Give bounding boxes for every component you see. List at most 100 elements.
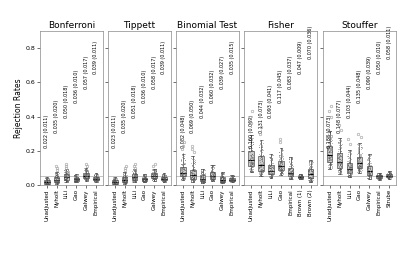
Point xyxy=(140,173,146,177)
Point xyxy=(191,178,198,182)
Point xyxy=(308,171,315,176)
Point xyxy=(140,176,146,180)
Point xyxy=(209,178,216,182)
Point xyxy=(123,178,129,182)
Point xyxy=(191,177,198,181)
Point xyxy=(364,161,370,166)
Point xyxy=(72,173,78,178)
Point xyxy=(247,161,254,165)
Point xyxy=(277,163,283,167)
Point xyxy=(82,167,88,171)
Point xyxy=(279,167,285,171)
Point xyxy=(256,139,263,143)
Point xyxy=(295,176,302,180)
Point xyxy=(385,175,391,179)
Point xyxy=(289,173,296,178)
Point xyxy=(46,176,52,180)
Point xyxy=(231,179,237,183)
Point xyxy=(75,173,82,177)
Point xyxy=(268,160,274,164)
Point xyxy=(221,180,227,184)
Point xyxy=(348,173,354,177)
Point xyxy=(211,166,217,170)
Point xyxy=(346,168,353,172)
Point xyxy=(130,177,136,181)
Point xyxy=(189,173,195,177)
Point xyxy=(93,174,99,178)
Point xyxy=(328,143,334,147)
Point xyxy=(377,171,384,176)
Point xyxy=(367,164,373,168)
Point xyxy=(220,180,227,185)
Point xyxy=(298,175,304,179)
Point xyxy=(287,173,293,177)
Point xyxy=(61,168,68,172)
Point xyxy=(306,179,312,183)
Point xyxy=(220,177,226,181)
Point xyxy=(357,159,364,163)
Point xyxy=(345,159,351,163)
Point xyxy=(305,159,312,163)
Point xyxy=(374,175,380,179)
Point xyxy=(220,179,226,183)
Point xyxy=(81,172,88,176)
Point xyxy=(83,174,90,178)
Point xyxy=(198,174,204,178)
Point xyxy=(308,162,314,166)
Point xyxy=(221,179,228,183)
Point xyxy=(300,174,306,178)
Point xyxy=(297,177,304,181)
Point xyxy=(83,172,90,176)
Point xyxy=(112,182,118,186)
Point xyxy=(84,178,90,182)
Point xyxy=(112,180,118,184)
Point xyxy=(230,177,237,181)
Point xyxy=(248,163,254,168)
Point xyxy=(191,178,197,182)
Point xyxy=(52,173,58,177)
Point xyxy=(55,174,61,178)
Point xyxy=(248,143,255,148)
Point xyxy=(208,175,214,179)
Point xyxy=(375,177,381,181)
Point xyxy=(358,162,364,166)
Point xyxy=(208,168,214,172)
Point xyxy=(338,167,344,171)
Point xyxy=(120,180,126,184)
Point xyxy=(288,157,294,161)
Point xyxy=(72,177,78,181)
Point xyxy=(182,174,188,178)
Point xyxy=(46,179,52,183)
Point xyxy=(141,176,148,180)
Point xyxy=(63,178,70,182)
Point xyxy=(151,176,158,180)
Point xyxy=(162,175,168,179)
Point xyxy=(84,169,90,173)
Point xyxy=(299,175,305,179)
Point xyxy=(266,172,273,177)
Point xyxy=(149,171,156,175)
Point xyxy=(220,177,226,181)
Point xyxy=(230,179,236,183)
Point xyxy=(141,176,147,180)
Point xyxy=(92,180,98,184)
Point xyxy=(82,168,88,172)
Point xyxy=(93,178,99,182)
Point xyxy=(207,174,214,178)
Point xyxy=(219,181,225,185)
Point xyxy=(132,179,139,183)
Point xyxy=(218,177,224,181)
Point xyxy=(152,169,159,173)
Point xyxy=(219,179,225,183)
Point xyxy=(220,176,226,180)
Point xyxy=(43,181,49,185)
Point xyxy=(43,180,50,184)
Point xyxy=(52,180,58,184)
Point xyxy=(277,162,284,166)
Point xyxy=(288,170,294,174)
Point xyxy=(367,175,373,179)
Point xyxy=(142,177,148,181)
Point xyxy=(306,175,312,179)
Point xyxy=(150,176,156,180)
Point xyxy=(188,178,194,182)
